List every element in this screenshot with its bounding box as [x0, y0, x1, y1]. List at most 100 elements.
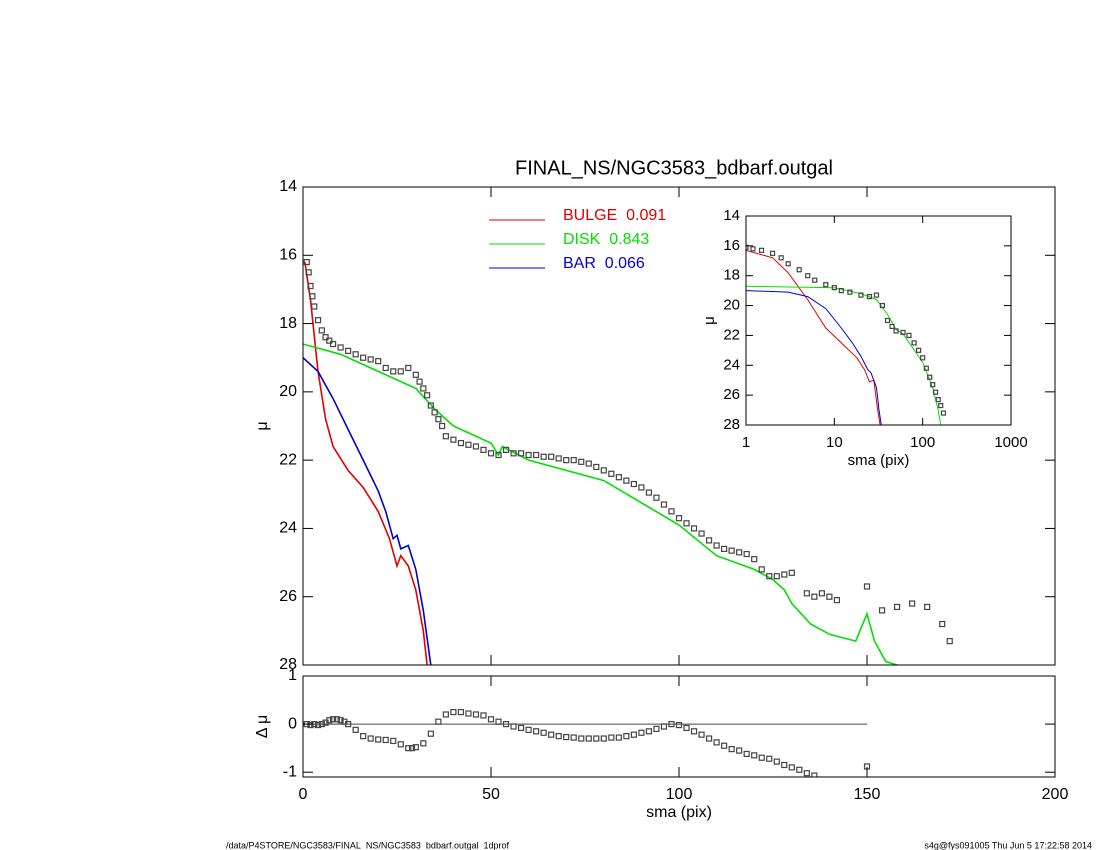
data-point: [397, 368, 404, 375]
data-point: [555, 733, 562, 740]
y-tick-label: 28: [723, 416, 740, 433]
data-point: [873, 292, 880, 298]
data-point: [517, 724, 525, 732]
data-point: [758, 754, 765, 761]
data-point: [397, 741, 404, 748]
y-tick-label: 26: [723, 386, 740, 403]
data-point: [427, 730, 434, 737]
data-point: [847, 289, 853, 295]
data-point: [337, 717, 344, 724]
data-point: [326, 717, 333, 724]
y-tick-label: 22: [279, 451, 297, 468]
data-point: [668, 720, 675, 728]
data-point: [838, 288, 844, 294]
data-point: [345, 347, 352, 354]
y-axis-label: μ: [701, 316, 718, 325]
y-tick-label: 20: [723, 297, 740, 314]
data-point: [408, 745, 416, 752]
data-point: [769, 250, 776, 256]
data-point: [578, 735, 585, 742]
data-point: [812, 277, 818, 283]
data-point: [911, 340, 917, 346]
data-point: [884, 317, 891, 324]
data-point: [831, 285, 837, 291]
data-point: [736, 549, 743, 556]
data-point: [615, 474, 622, 481]
data-point: [698, 731, 705, 738]
data-point: [728, 746, 735, 753]
data-point: [375, 358, 382, 365]
data-point: [457, 439, 465, 447]
data-point: [367, 356, 374, 363]
component-line: [303, 343, 899, 665]
data-point: [893, 328, 899, 334]
data-point: [930, 382, 936, 388]
data-point: [360, 733, 367, 740]
data-point: [758, 247, 765, 253]
data-point: [487, 716, 495, 723]
data-point: [743, 550, 750, 558]
data-point: [329, 716, 337, 723]
data-point: [405, 745, 412, 752]
data-point: [450, 436, 457, 443]
y-tick-label: 14: [723, 207, 740, 224]
data-point: [940, 410, 947, 416]
data-point: [570, 457, 577, 464]
x-tick-label: 1000: [994, 434, 1027, 451]
data-point: [307, 282, 314, 290]
data-point: [728, 547, 735, 554]
data-point: [924, 603, 931, 611]
component-line: [303, 357, 432, 665]
data-point: [893, 603, 901, 611]
data-point: [352, 726, 359, 733]
data-point: [778, 255, 784, 261]
data-point: [788, 569, 795, 576]
data-point: [805, 273, 811, 279]
data-point: [683, 520, 690, 527]
y-tick-label: 24: [723, 356, 740, 373]
data-point: [660, 501, 668, 508]
data-point: [420, 385, 427, 392]
data-point: [375, 736, 382, 743]
data-point: [548, 731, 555, 738]
y-tick-label: 22: [723, 326, 740, 343]
data-point: [630, 731, 637, 738]
axes-frame: [745, 215, 1012, 426]
data-point: [435, 416, 442, 423]
x-axis-label: sma (pix): [646, 804, 712, 821]
data-point: [811, 593, 818, 600]
data-point: [698, 530, 705, 537]
y-tick-label: 14: [279, 178, 297, 195]
data-point: [495, 451, 502, 459]
y-tick-label: 18: [723, 267, 740, 284]
data-point: [435, 718, 442, 725]
legend-label: BULGE 0.091: [563, 207, 666, 224]
data-point: [773, 758, 780, 765]
data-point: [322, 334, 329, 341]
legend-label: DISK 0.843: [563, 231, 649, 248]
data-point: [423, 392, 431, 399]
footer-left: /data/P4STORE/NGC3583/FINAL_NS/NGC3583_b…: [226, 840, 509, 850]
data-point: [615, 734, 622, 741]
data-point: [382, 736, 389, 744]
data-point: [781, 761, 788, 769]
axes-frame: [302, 675, 1056, 778]
data-point: [487, 450, 495, 457]
data-point: [878, 607, 886, 614]
data-point: [431, 409, 438, 416]
data-point: [311, 303, 318, 310]
data-point: [360, 354, 367, 361]
data-point: [630, 480, 637, 488]
data-point: [675, 515, 683, 522]
data-point: [525, 451, 532, 459]
data-point: [946, 637, 953, 645]
data-point: [653, 725, 660, 733]
y-tick-label: 18: [279, 315, 297, 332]
data-point: [570, 734, 577, 741]
data-point: [450, 708, 457, 716]
data-point: [314, 317, 322, 324]
y-tick-label: 1: [288, 667, 297, 684]
data-point: [736, 747, 743, 754]
data-point: [333, 716, 340, 723]
data-point: [502, 720, 510, 728]
